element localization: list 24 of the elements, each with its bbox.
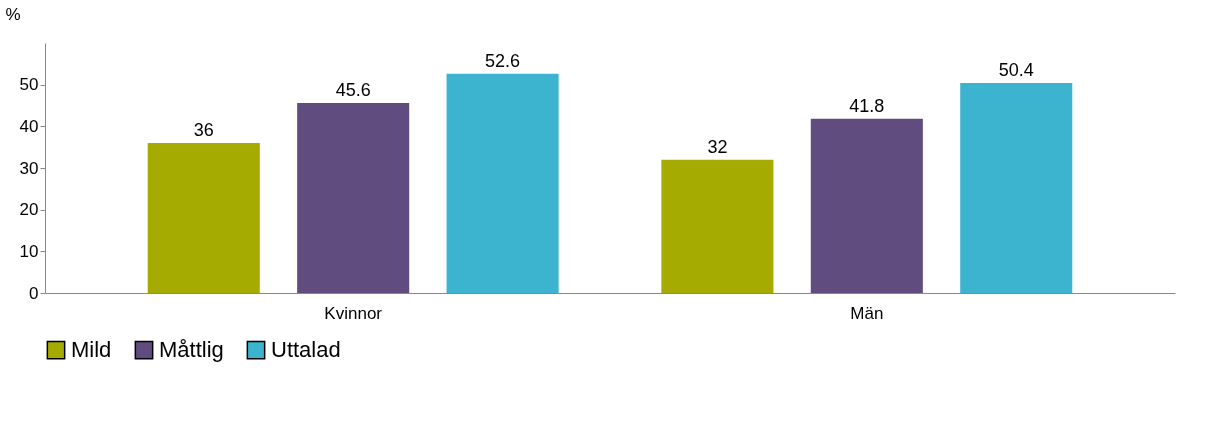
data-label: 45.6 xyxy=(335,80,371,100)
data-label: 52.6 xyxy=(485,50,521,71)
y-axis-title: % xyxy=(5,4,21,24)
x-tick-label: Män xyxy=(850,303,884,323)
y-tick-label: 20 xyxy=(19,200,39,220)
data-label: 36 xyxy=(193,120,214,140)
legend-label: Uttalad xyxy=(271,337,341,363)
x-tick-label: Kvinnor xyxy=(324,303,383,323)
legend-label: Mild xyxy=(71,337,112,363)
bar xyxy=(297,103,410,293)
y-tick-label: 40 xyxy=(19,116,39,136)
data-label: 32 xyxy=(707,136,728,157)
data-label: 50.4 xyxy=(998,60,1034,80)
bar xyxy=(810,118,923,293)
bar xyxy=(661,159,774,293)
bar xyxy=(446,73,559,293)
y-tick-label: 10 xyxy=(19,241,39,261)
y-tick-label: 30 xyxy=(19,158,39,178)
legend-label: Måttlig xyxy=(159,337,224,363)
bar xyxy=(147,143,260,293)
data-label: 41.8 xyxy=(849,95,885,116)
bar xyxy=(960,83,1073,293)
y-tick-label: 50 xyxy=(19,75,39,95)
y-tick-label: 0 xyxy=(29,283,39,303)
